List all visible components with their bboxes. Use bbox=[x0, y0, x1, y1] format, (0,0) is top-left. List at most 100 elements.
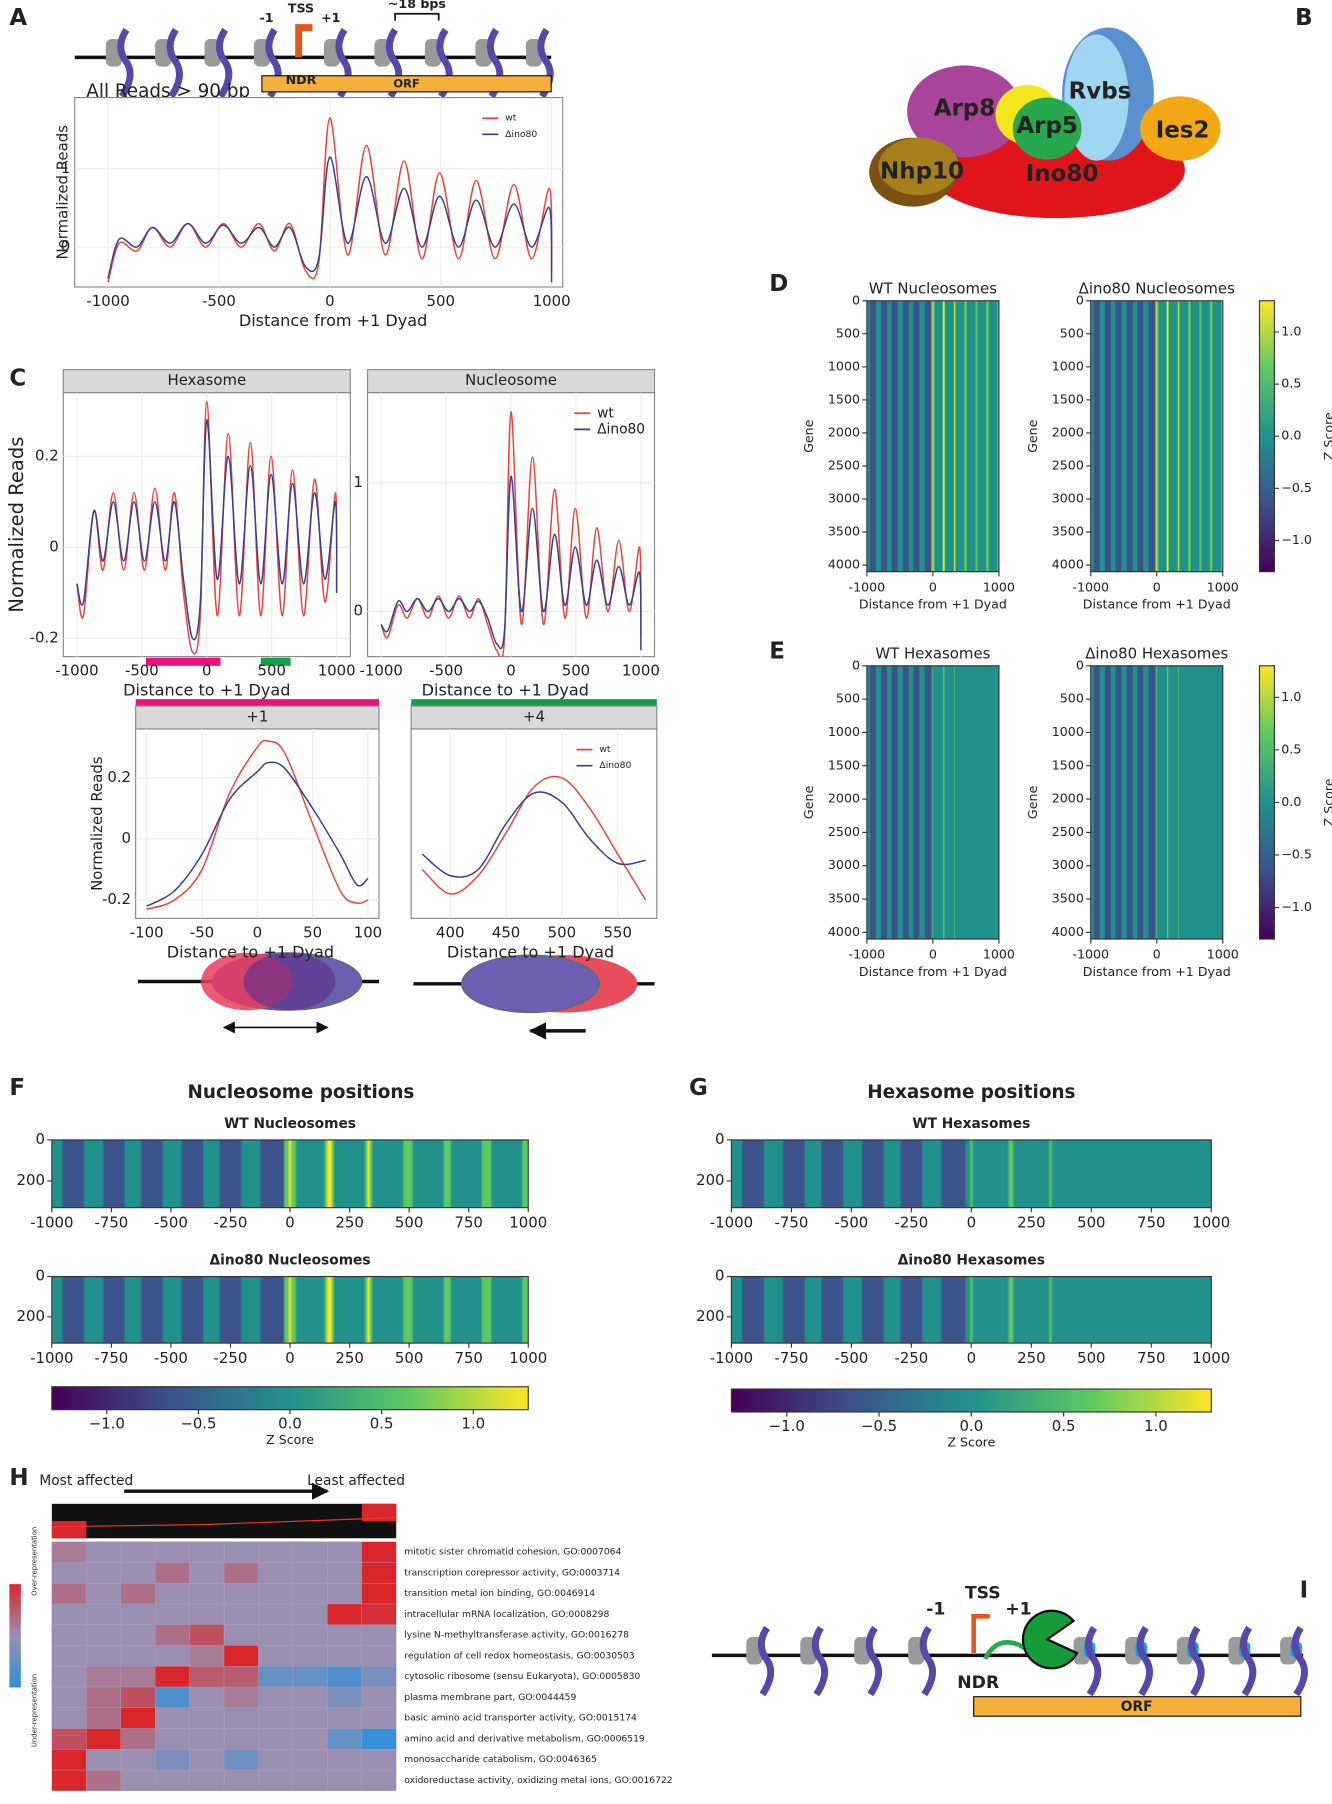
x-tick-label: 1000 bbox=[1207, 947, 1239, 962]
x-tick-label: -1000 bbox=[710, 1349, 753, 1367]
colorbar-tick-label: 0.0 bbox=[1281, 428, 1301, 443]
x-tick-label: 250 bbox=[335, 1214, 363, 1232]
matrix-cell bbox=[189, 1769, 225, 1791]
matrix-cell bbox=[189, 1603, 225, 1625]
y-tick-label: 1000 bbox=[1052, 724, 1084, 739]
matrix-cell bbox=[223, 1728, 259, 1750]
x-tick-label: 500 bbox=[548, 923, 576, 941]
x-tick-label: -750 bbox=[774, 1349, 808, 1367]
x-tick-label: 0 bbox=[929, 947, 937, 962]
colorbar-tick-label: 0.0 bbox=[959, 1417, 983, 1435]
y-tick-label: 1500 bbox=[828, 757, 860, 772]
diagram-label: +1 bbox=[1005, 1599, 1031, 1619]
legend-label: Δino80 bbox=[505, 129, 537, 140]
diagram-label: TSS bbox=[965, 1583, 1001, 1603]
row-label: intracellular mRNA localization, GO:0008… bbox=[404, 1609, 609, 1620]
y-axis-label: Normalized Reads bbox=[5, 437, 28, 613]
matrix-cell bbox=[86, 1562, 121, 1584]
matrix-cell bbox=[292, 1728, 328, 1750]
y-tick-label: 3500 bbox=[1052, 891, 1084, 906]
matrix-cell bbox=[258, 1728, 294, 1750]
matrix-cell bbox=[327, 1749, 362, 1771]
y-tick-label: 2500 bbox=[828, 824, 860, 839]
x-tick-label: 1000 bbox=[1192, 1349, 1230, 1367]
matrix-cell bbox=[327, 1666, 362, 1688]
x-tick-label: -1000 bbox=[849, 947, 886, 962]
x-tick-label: 0 bbox=[285, 1214, 294, 1232]
y-tick-label: 0 bbox=[49, 537, 58, 555]
x-tick-label: 1000 bbox=[509, 1349, 547, 1367]
matrix-cell bbox=[223, 1645, 259, 1667]
colorbar-tick-label: 1.0 bbox=[1144, 1417, 1168, 1435]
y-tick-label: 0.2 bbox=[107, 768, 131, 786]
matrix-cell bbox=[51, 1603, 87, 1625]
facet-title: +1 bbox=[246, 707, 268, 725]
colorbar-tick-label: −0.5 bbox=[180, 1415, 216, 1433]
matrix-cell bbox=[292, 1583, 328, 1605]
matrix-cell bbox=[327, 1624, 362, 1646]
matrix-cell bbox=[258, 1769, 294, 1791]
x-tick-label: 0 bbox=[1153, 579, 1161, 594]
x-tick-label: 500 bbox=[426, 292, 454, 310]
x-tick-label: 500 bbox=[395, 1214, 423, 1232]
y-tick-label: 1000 bbox=[828, 358, 860, 373]
diagram-label: ~18 bps bbox=[388, 0, 446, 11]
y-tick-label: 500 bbox=[1060, 691, 1084, 706]
row-label: lysine N-methyltransferase activity, GO:… bbox=[404, 1630, 629, 1641]
matrix-cell bbox=[258, 1624, 294, 1646]
matrix-cell bbox=[292, 1666, 328, 1688]
matrix-cell bbox=[361, 1686, 397, 1708]
x-tick-label: 1000 bbox=[533, 292, 571, 310]
colorbar-tick-label: −1.0 bbox=[89, 1415, 125, 1433]
x-tick-label: -1000 bbox=[55, 662, 98, 680]
matrix-cell bbox=[223, 1624, 259, 1646]
colorbar-label: Z Score bbox=[947, 1434, 995, 1449]
x-axis-label: Distance from +1 Dyad bbox=[859, 596, 1007, 611]
h-label: Under-representation bbox=[31, 1674, 39, 1747]
subunit-label: Arp5 bbox=[1016, 113, 1077, 139]
row-label: plasma membrane part, GO:0044459 bbox=[404, 1692, 576, 1703]
matrix-cell bbox=[86, 1686, 121, 1708]
matrix-cell bbox=[258, 1603, 294, 1625]
x-tick-label: 500 bbox=[1077, 1349, 1105, 1367]
y-tick-label: 2500 bbox=[828, 457, 860, 472]
series-line bbox=[107, 156, 553, 283]
matrix-cell bbox=[189, 1666, 225, 1688]
heatmap-image bbox=[51, 1139, 529, 1209]
heatmap-title: Δino80 Nucleosomes bbox=[209, 1252, 370, 1268]
matrix-cell bbox=[51, 1749, 87, 1771]
i-diagram bbox=[711, 1609, 1308, 1717]
matrix-cell bbox=[120, 1624, 156, 1646]
y-tick-label: 0 bbox=[35, 1267, 44, 1285]
x-tick-label: -1000 bbox=[86, 292, 129, 310]
y-tick-label: 1000 bbox=[1052, 358, 1084, 373]
matrix-cell bbox=[223, 1562, 259, 1584]
x-axis-label: Distance from +1 Dyad bbox=[1083, 596, 1231, 611]
matrix-cell bbox=[120, 1728, 156, 1750]
x-tick-label: -1000 bbox=[360, 662, 403, 680]
matrix-cell bbox=[51, 1686, 87, 1708]
heatmap-image bbox=[866, 300, 1000, 573]
diagram-label: NDR bbox=[957, 1673, 999, 1693]
diagram-label: -1 bbox=[260, 10, 274, 25]
matrix-cell bbox=[327, 1769, 362, 1791]
x-tick-label: 750 bbox=[454, 1214, 482, 1232]
matrix-cell bbox=[120, 1707, 156, 1729]
matrix-cell bbox=[292, 1686, 328, 1708]
matrix-cell bbox=[154, 1645, 190, 1667]
plot-area bbox=[410, 728, 658, 919]
matrix-cell bbox=[120, 1603, 156, 1625]
matrix-cell bbox=[258, 1583, 294, 1605]
y-tick-label: 500 bbox=[836, 691, 860, 706]
series-line bbox=[146, 739, 369, 910]
series-line bbox=[421, 775, 647, 901]
row-label: oxidoreductase activity, oxidizing metal… bbox=[404, 1775, 672, 1786]
legend-label: wt bbox=[597, 405, 614, 421]
matrix-cell bbox=[223, 1603, 259, 1625]
panel-label: H bbox=[9, 1465, 28, 1491]
matrix-cell bbox=[258, 1562, 294, 1584]
x-tick-label: -750 bbox=[94, 1214, 128, 1232]
matrix-cell bbox=[258, 1645, 294, 1667]
colorbar-tick-label: 0.0 bbox=[278, 1415, 302, 1433]
matrix-cell bbox=[51, 1562, 87, 1584]
